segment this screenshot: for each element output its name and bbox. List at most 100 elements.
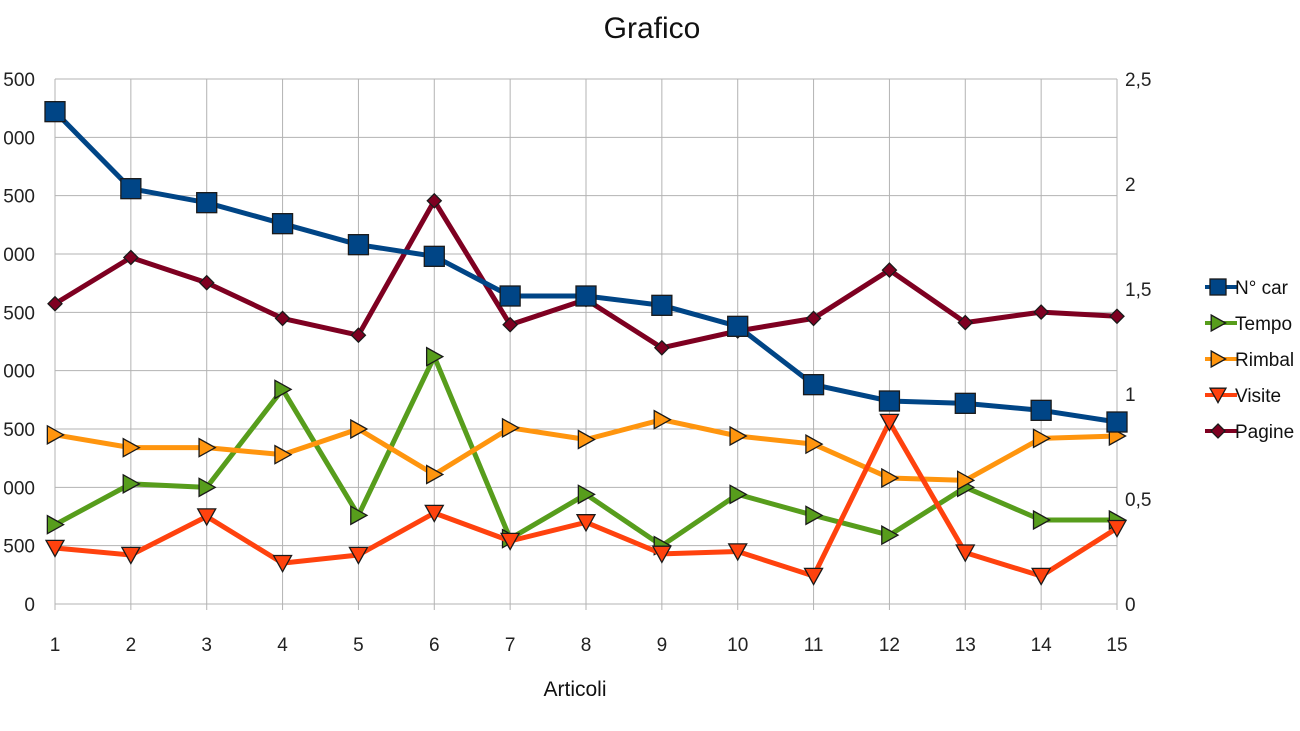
legend-entry: Visite	[1205, 386, 1281, 407]
data-point	[271, 213, 294, 235]
y-left-tick-label: 000	[3, 478, 35, 499]
x-tick-label: 6	[429, 635, 440, 656]
data-point	[575, 285, 597, 307]
legend-marker	[1210, 349, 1227, 369]
data-point	[803, 567, 824, 586]
x-axis-title: Articoli	[543, 678, 606, 701]
data-point	[198, 274, 215, 291]
y-left-tick-label: 0	[24, 595, 35, 616]
legend-marker	[1208, 387, 1228, 404]
x-tick-label: 7	[505, 635, 516, 656]
data-point	[1109, 308, 1125, 325]
legend-label: Visite	[1235, 386, 1281, 407]
x-tick-label: 11	[804, 635, 824, 656]
y-left-tick-label: 500	[3, 303, 35, 324]
data-point	[350, 418, 369, 440]
series-layer	[44, 101, 1128, 586]
data-point	[575, 514, 597, 533]
data-point	[196, 192, 218, 214]
legend-marker	[1209, 278, 1227, 296]
legend-marker	[1210, 423, 1226, 439]
data-point	[122, 249, 139, 266]
data-point	[1030, 399, 1052, 421]
data-point	[426, 192, 443, 209]
data-point	[651, 545, 672, 564]
data-point	[1033, 304, 1050, 321]
data-point	[805, 310, 822, 327]
data-point	[577, 484, 596, 505]
series-rimbal	[46, 409, 1127, 491]
legend-label: Pagine	[1235, 422, 1294, 443]
y-left-tick-label: 000	[3, 362, 35, 383]
x-tick-label: 10	[727, 635, 748, 656]
data-point	[196, 508, 217, 527]
y-left-tick-label: 000	[3, 128, 35, 149]
legend-label: Tempo	[1235, 314, 1292, 335]
data-point	[729, 484, 748, 505]
data-point	[727, 543, 748, 562]
data-point	[46, 514, 65, 535]
x-tick-label: 9	[657, 635, 668, 656]
data-point	[956, 470, 976, 491]
data-point	[272, 554, 293, 574]
data-point	[122, 473, 141, 494]
data-point	[729, 425, 748, 447]
data-point	[501, 417, 521, 438]
y-right-tick-label: 2	[1125, 175, 1136, 196]
series-visite	[44, 413, 1128, 586]
data-point	[805, 434, 824, 455]
x-tick-label: 14	[1031, 635, 1053, 656]
y-right-tick-label: 2,5	[1125, 70, 1151, 91]
data-point	[274, 444, 293, 465]
data-point	[1032, 428, 1052, 449]
data-point	[500, 532, 521, 551]
data-point	[424, 504, 445, 523]
data-point	[348, 546, 369, 565]
data-point	[120, 546, 141, 565]
x-tick-label: 12	[879, 635, 900, 656]
x-tick-label: 13	[955, 635, 976, 656]
data-point	[46, 424, 65, 445]
data-point	[122, 437, 141, 458]
y-right-tick-label: 0	[1125, 595, 1136, 616]
y-right-tick-label: 0,5	[1125, 490, 1151, 511]
legend: N° car Tempo Rimbal Visite Pagine	[1205, 278, 1294, 443]
data-point	[350, 327, 367, 344]
data-point	[802, 374, 825, 396]
data-point	[1106, 411, 1128, 433]
data-point	[120, 178, 142, 200]
x-tick-label: 8	[581, 635, 592, 656]
x-tick-label: 15	[1106, 635, 1127, 656]
axes: 0 500 000 500 000 500 000 500 000 500 0 0,5 1 1,5 2 2,5…	[3, 70, 1151, 656]
data-point	[727, 315, 749, 337]
data-point	[499, 285, 521, 307]
x-tick-label: 2	[126, 635, 137, 656]
data-point	[881, 525, 900, 546]
series-n-car	[44, 101, 1128, 433]
y-left-tick-label: 500	[3, 537, 35, 558]
data-point	[955, 544, 976, 563]
data-point	[878, 390, 901, 412]
y-left-tick-label: 000	[3, 245, 35, 266]
data-point	[274, 310, 291, 327]
data-point	[1106, 519, 1128, 539]
y-left-tick-label: 500	[3, 420, 35, 441]
legend-label: N° car	[1235, 278, 1289, 299]
data-point	[1032, 509, 1052, 531]
data-point	[350, 505, 369, 526]
data-point	[198, 477, 217, 498]
data-point	[881, 467, 900, 489]
data-point	[651, 294, 673, 316]
legend-entry: N° car	[1205, 278, 1289, 299]
data-point	[502, 316, 519, 333]
data-point	[423, 245, 445, 267]
data-point	[954, 392, 976, 414]
data-point	[44, 539, 66, 558]
data-point	[653, 409, 672, 430]
data-point	[347, 234, 370, 256]
data-point	[44, 101, 66, 123]
legend-entry: Rimbal	[1205, 349, 1294, 371]
y-right-tick-label: 1,5	[1125, 280, 1151, 301]
legend-entry: Tempo	[1205, 313, 1292, 335]
data-point	[879, 413, 900, 432]
